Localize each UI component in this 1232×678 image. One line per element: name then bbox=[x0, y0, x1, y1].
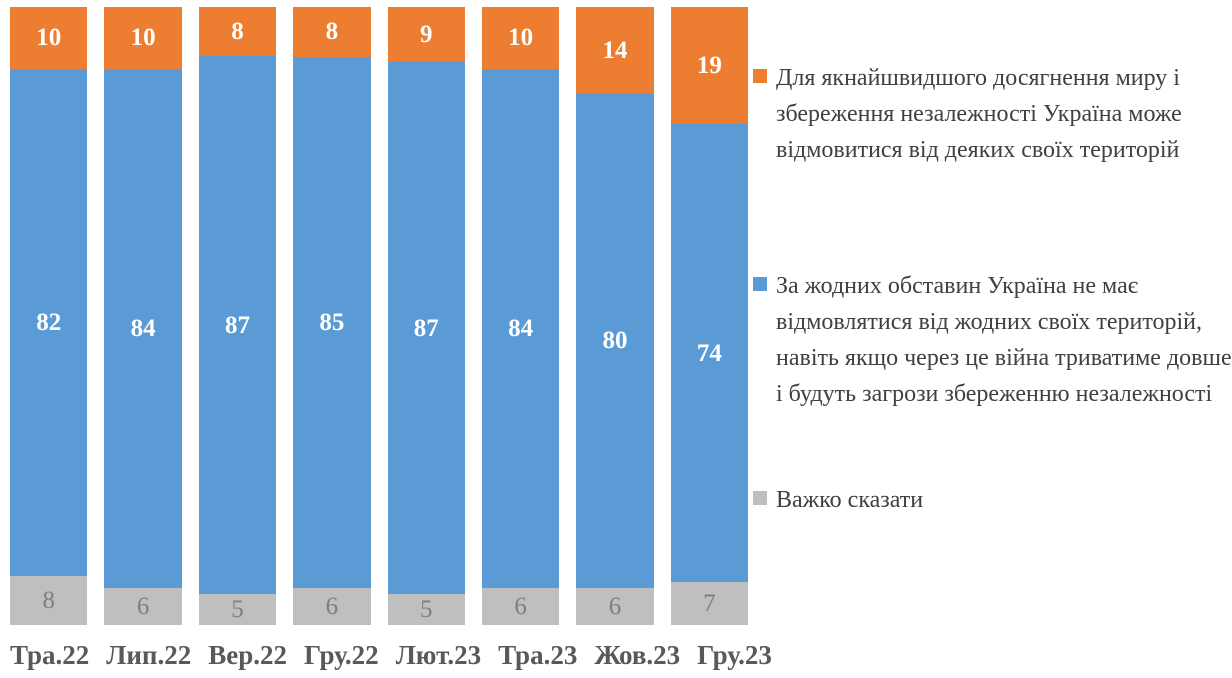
x-axis-label: Гру.22 bbox=[304, 640, 379, 670]
bar-Тра.22: 10 82 8 bbox=[10, 7, 88, 625]
segment-value-label: 7 bbox=[703, 589, 716, 617]
bar-Тра.23: 10 84 6 bbox=[481, 7, 560, 625]
bar-Жов.23: 14 80 6 bbox=[576, 7, 654, 625]
bar-segment: 9 bbox=[387, 7, 465, 63]
bar-Гру.23: 19 74 7 bbox=[670, 7, 748, 625]
segment-value-label: 19 bbox=[696, 52, 722, 80]
legend-swatch-gray bbox=[753, 491, 767, 505]
segment-value-label: 84 bbox=[130, 314, 156, 342]
x-axis-label: Лют.23 bbox=[395, 640, 482, 670]
bar-segment: 8 bbox=[293, 7, 371, 57]
bar-segment: 87 bbox=[387, 62, 465, 595]
segment-value-label: 74 bbox=[696, 339, 722, 367]
x-axis-label: Гру.23 bbox=[697, 640, 772, 670]
segment-value-label: 87 bbox=[413, 314, 439, 342]
x-axis-label: Тра.22 bbox=[10, 640, 90, 670]
legend-item-hard-to-say: Важко сказати bbox=[753, 482, 1232, 518]
bar-segment: 84 bbox=[104, 68, 182, 588]
bar-segment: 85 bbox=[293, 56, 371, 588]
x-axis-label: Жов.23 bbox=[594, 640, 681, 670]
bar-segment: 6 bbox=[481, 587, 560, 625]
x-axis: Тра.22 Лип.22 Вер.22 Гру.22 Лют.23 Тра.23 Жов.… bbox=[10, 640, 772, 671]
segment-value-label: 10 bbox=[36, 24, 62, 52]
bar-segment: 6 bbox=[576, 587, 654, 625]
bar-segment: 84 bbox=[481, 68, 560, 588]
legend-label: Важко сказати bbox=[776, 487, 924, 513]
segment-value-label: 84 bbox=[508, 314, 534, 342]
x-axis-label: Вер.22 bbox=[208, 640, 287, 670]
bar-segment: 14 bbox=[576, 7, 654, 94]
segment-value-label: 10 bbox=[508, 24, 534, 52]
segment-value-label: 5 bbox=[419, 596, 433, 624]
legend: Для якнайшвидшого досягнення миру і збер… bbox=[753, 0, 1232, 678]
bar-segment: 7 bbox=[670, 581, 748, 625]
legend-item-concede-territories: Для якнайшвидшого досягнення миру і збер… bbox=[753, 60, 1232, 168]
segment-value-label: 10 bbox=[130, 24, 156, 52]
segment-value-label: 6 bbox=[136, 592, 150, 620]
bar-segment: 8 bbox=[10, 575, 88, 625]
bar-Гру.22: 8 85 6 bbox=[293, 7, 371, 625]
legend-item-no-concessions: За жодних обставин Україна не має відмов… bbox=[753, 268, 1232, 412]
legend-swatch-blue bbox=[753, 277, 767, 291]
segment-value-label: 80 bbox=[602, 327, 628, 355]
segment-value-label: 85 bbox=[319, 308, 345, 336]
bar-segment: 5 bbox=[198, 594, 277, 625]
bar-segment: 87 bbox=[198, 56, 277, 595]
bar-segment: 5 bbox=[387, 594, 465, 625]
bar-segment: 10 bbox=[481, 7, 560, 69]
legend-label: За жодних обставин Україна не має відмов… bbox=[776, 273, 1232, 407]
bar-Лют.23: 9 87 5 bbox=[387, 7, 465, 625]
bar-segment: 6 bbox=[293, 587, 371, 625]
segment-value-label: 8 bbox=[325, 18, 339, 46]
legend-swatch-orange bbox=[753, 69, 767, 83]
bar-segment: 74 bbox=[670, 124, 748, 582]
segment-value-label: 6 bbox=[325, 592, 339, 620]
bar-segment: 10 bbox=[104, 7, 182, 69]
bar-segment: 10 bbox=[10, 7, 88, 69]
bar-segment: 6 bbox=[104, 587, 182, 625]
bar-Вер.22: 8 87 5 bbox=[198, 7, 277, 625]
legend-label: Для якнайшвидшого досягнення миру і збер… bbox=[776, 65, 1182, 163]
segment-value-label: 8 bbox=[42, 586, 55, 614]
bar-segment: 80 bbox=[576, 93, 654, 588]
segment-value-label: 9 bbox=[419, 21, 433, 49]
bar-segment: 8 bbox=[198, 7, 277, 57]
segment-value-label: 14 bbox=[602, 36, 628, 64]
bar-Лип.22: 10 84 6 bbox=[104, 7, 182, 625]
bar-segment: 82 bbox=[10, 68, 88, 576]
bar-segment: 19 bbox=[670, 7, 748, 125]
x-axis-label: Лип.22 bbox=[106, 640, 192, 670]
segment-value-label: 6 bbox=[608, 592, 622, 620]
segment-value-label: 5 bbox=[231, 596, 244, 624]
segment-value-label: 82 bbox=[36, 308, 62, 336]
plot-area: 10 82 8 10 84 6 8 87 5 8 85 6 9 87 5 10 84 6 14 80 6 19 74 7 bbox=[10, 7, 748, 625]
segment-value-label: 87 bbox=[224, 311, 250, 339]
x-axis-label: Тра.23 bbox=[498, 640, 578, 670]
segment-value-label: 6 bbox=[514, 592, 527, 620]
segment-value-label: 8 bbox=[231, 18, 244, 46]
